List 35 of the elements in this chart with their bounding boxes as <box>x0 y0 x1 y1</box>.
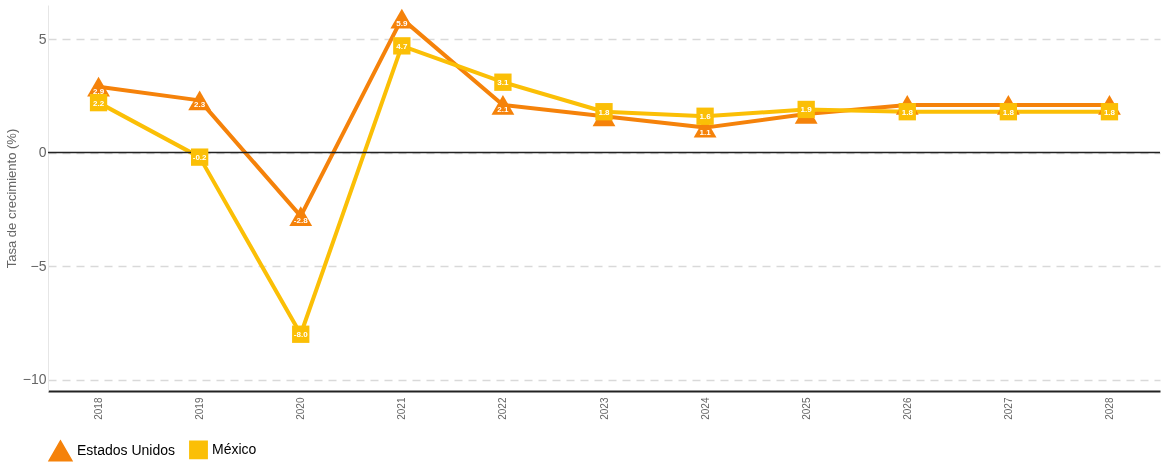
data-label: 1.1 <box>699 127 712 137</box>
data-label: 1.6 <box>699 112 712 122</box>
data-label: -8.0 <box>293 330 309 340</box>
data-label: 1.8 <box>598 107 611 117</box>
x-tick-label: 2018 <box>93 397 105 420</box>
data-label: 4.7 <box>396 41 408 51</box>
x-tick-label: 2024 <box>699 397 711 420</box>
data-label: 1.8 <box>901 107 914 117</box>
data-label: 2.3 <box>194 100 206 110</box>
legend-label: México <box>212 440 257 457</box>
x-tick-label: 2022 <box>497 397 509 420</box>
x-tick-label: 2019 <box>194 397 206 420</box>
y-axis-title: Tasa de crecimiento (%) <box>3 128 19 269</box>
y-tick-label: 0 <box>38 144 47 161</box>
y-tick-label: −5 <box>30 257 47 274</box>
data-label: 1.8 <box>1103 107 1116 117</box>
data-label: 2.2 <box>92 98 105 108</box>
x-tick-label: 2025 <box>800 397 812 420</box>
data-label: 2.9 <box>92 86 105 96</box>
data-label: -2.8 <box>293 216 309 226</box>
x-tick-label: 2028 <box>1103 397 1115 420</box>
x-tick-label: 2027 <box>1002 397 1014 420</box>
x-tick-label: 2021 <box>396 397 408 420</box>
data-label: 1.8 <box>1002 107 1015 117</box>
data-label: -0.2 <box>192 153 208 163</box>
x-tick-label: 2023 <box>598 397 610 420</box>
data-label: 1.9 <box>800 105 813 115</box>
x-tick-label: 2026 <box>901 397 913 420</box>
y-tick-label: 5 <box>38 30 47 47</box>
y-tick-label: −10 <box>22 371 47 388</box>
data-label: 5.9 <box>396 18 408 28</box>
legend-label: Estados Unidos <box>77 441 176 458</box>
data-label: 3.1 <box>497 78 510 88</box>
data-label: 2.1 <box>497 104 510 114</box>
x-tick-label: 2020 <box>295 397 307 420</box>
